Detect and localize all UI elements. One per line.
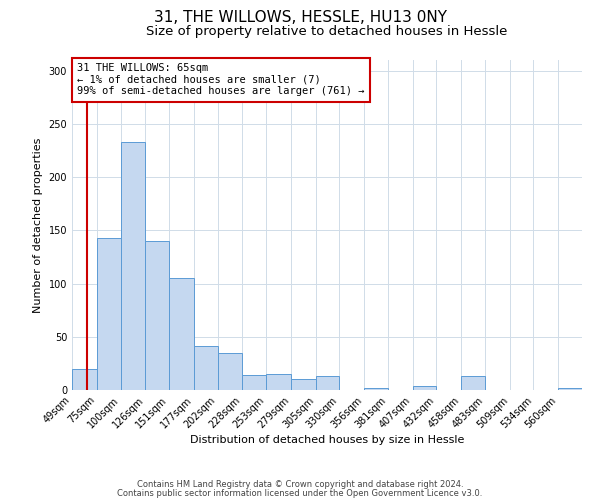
- Text: Contains public sector information licensed under the Open Government Licence v3: Contains public sector information licen…: [118, 489, 482, 498]
- Bar: [97, 238, 121, 390]
- Bar: [291, 380, 316, 390]
- Bar: [194, 346, 218, 390]
- Title: Size of property relative to detached houses in Hessle: Size of property relative to detached ho…: [146, 25, 508, 38]
- Bar: [558, 388, 582, 390]
- Text: 31, THE WILLOWS, HESSLE, HU13 0NY: 31, THE WILLOWS, HESSLE, HU13 0NY: [154, 10, 446, 25]
- Bar: [266, 374, 291, 390]
- Bar: [169, 278, 194, 390]
- X-axis label: Distribution of detached houses by size in Hessle: Distribution of detached houses by size …: [190, 436, 464, 446]
- Bar: [145, 241, 169, 390]
- Text: 31 THE WILLOWS: 65sqm
← 1% of detached houses are smaller (7)
99% of semi-detach: 31 THE WILLOWS: 65sqm ← 1% of detached h…: [77, 64, 365, 96]
- Bar: [461, 376, 485, 390]
- Bar: [121, 142, 145, 390]
- Bar: [242, 375, 266, 390]
- Bar: [413, 386, 436, 390]
- Bar: [364, 388, 388, 390]
- Bar: [218, 352, 242, 390]
- Text: Contains HM Land Registry data © Crown copyright and database right 2024.: Contains HM Land Registry data © Crown c…: [137, 480, 463, 489]
- Y-axis label: Number of detached properties: Number of detached properties: [33, 138, 43, 312]
- Bar: [316, 376, 340, 390]
- Bar: [72, 368, 97, 390]
